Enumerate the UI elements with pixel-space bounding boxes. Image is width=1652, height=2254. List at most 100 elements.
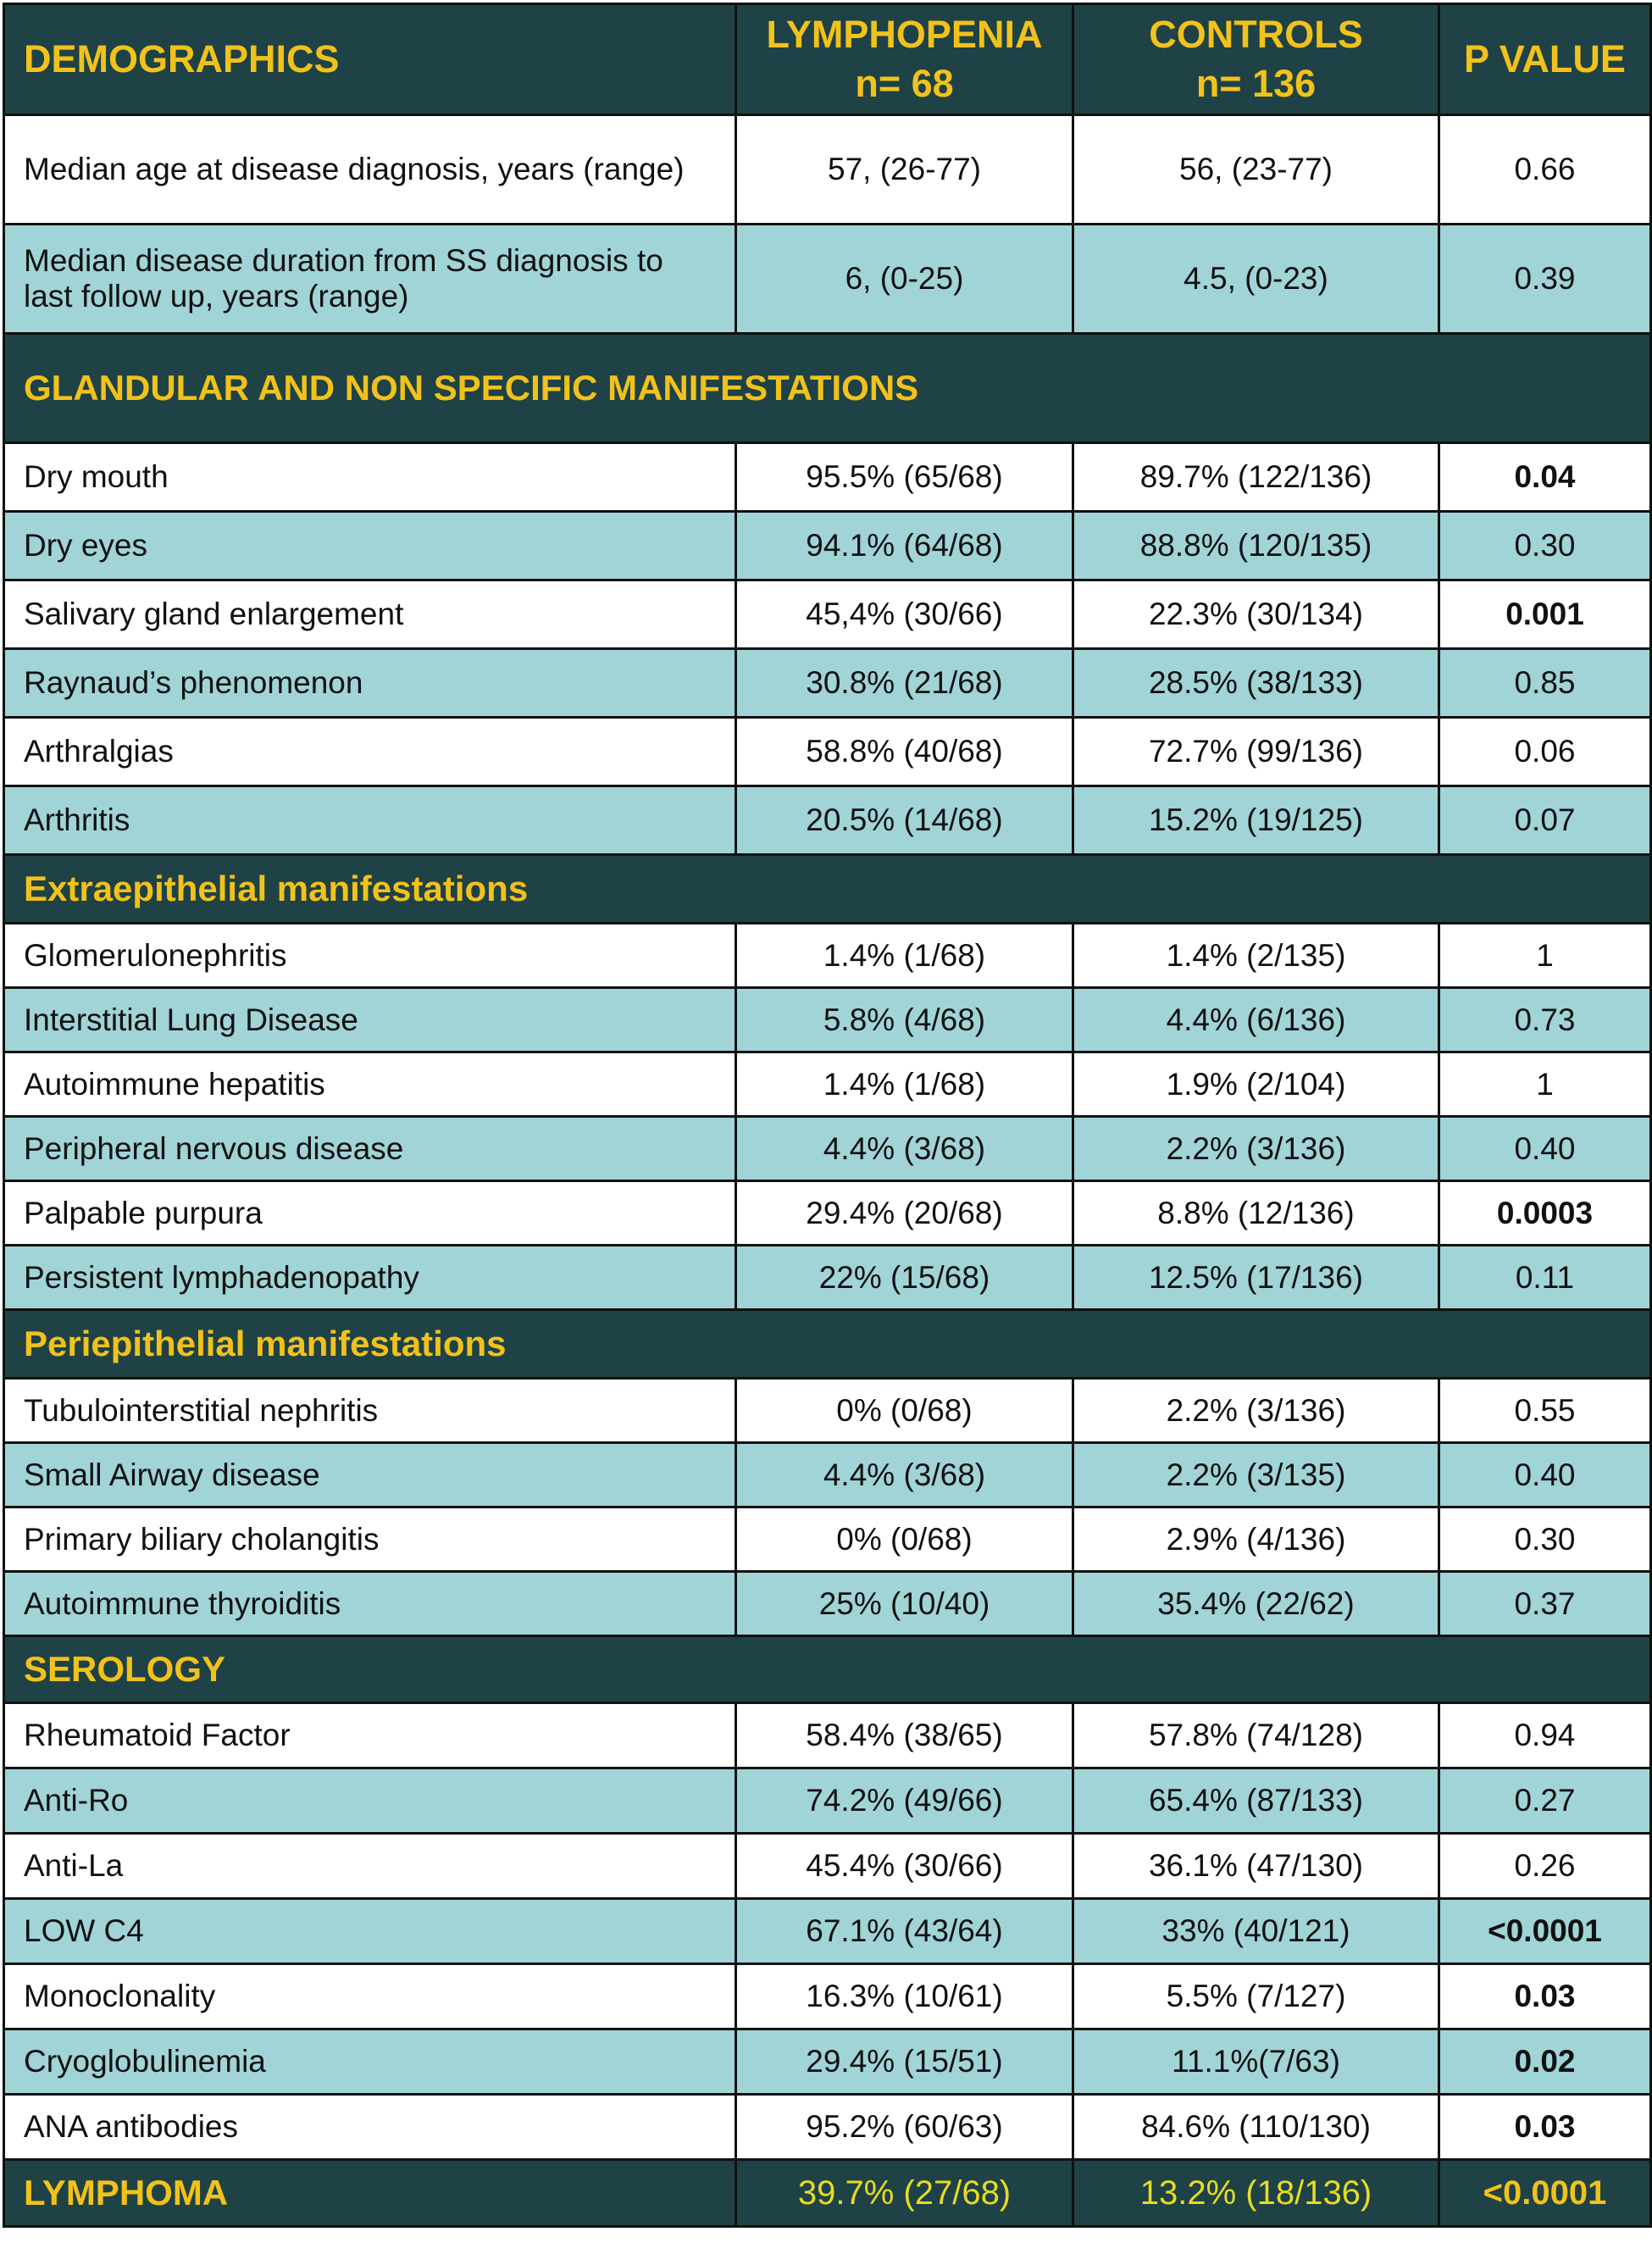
data-row: Dry eyes 94.1% (64/68) 88.8% (120/135) 0.30 [3,510,1652,581]
row-label: Interstitial Lung Disease [3,986,737,1053]
col-name: LYMPHOPENIA [766,12,1043,56]
cell-value: 15.2% (19/125) [1072,785,1440,856]
row-label: Raynaud’s phenomenon [3,647,737,719]
section-row: LYMPHOMA 39.7% (27/68) 13.2% (18/136) <0.00… [3,2158,1652,2228]
cell-value: 2.2% (3/135) [1072,1441,1440,1508]
data-row: Arthritis 20.5% (14/68) 15.2% (19/125) 0.07 [3,785,1652,856]
data-row: Median age at disease diagnosis, years (… [3,114,1652,225]
p-value: 0.03 [1438,1963,1652,2030]
p-value: 0.94 [1438,1702,1652,1769]
cell-value: 28.5% (38/133) [1072,647,1440,719]
row-label: Anti-La [3,1832,737,1900]
data-row: Rheumatoid Factor 58.4% (38/65) 57.8% (74/… [3,1702,1652,1769]
data-row: Peripheral nervous disease 4.4% (3/68) 2.2… [3,1115,1652,1182]
cell-value: 4.4% (3/68) [735,1441,1074,1508]
data-row: Raynaud’s phenomenon 30.8% (21/68) 28.5% (… [3,647,1652,719]
cell-value: 2.9% (4/136) [1072,1506,1440,1573]
row-label: SEROLOGY [3,1635,1652,1704]
p-value: 0.39 [1438,223,1652,335]
row-label: Median age at disease diagnosis, years (… [3,114,737,225]
cell-value: 0% (0/68) [735,1377,1074,1444]
p-value: <0.0001 [1438,1897,1652,1965]
p-value: 0.73 [1438,986,1652,1053]
cell-value: 65.4% (87/133) [1072,1767,1440,1835]
cell-value: 0% (0/68) [735,1506,1074,1573]
data-row: Tubulointerstitial nephritis 0% (0/68) 2.2… [3,1377,1652,1444]
cell-value: 33% (40/121) [1072,1897,1440,1965]
header-col: LYMPHOPENIA n= 68 [735,3,1074,116]
cell-value: 57.8% (74/128) [1072,1702,1440,1769]
cell-value: 1.4% (1/68) [735,1051,1074,1118]
data-row: Interstitial Lung Disease 5.8% (4/68) 4.4%… [3,986,1652,1053]
cell-value: 89.7% (122/136) [1072,441,1440,513]
cell-value: 1.4% (2/135) [1072,922,1440,989]
cell-value: 1.9% (2/104) [1072,1051,1440,1118]
p-value: 0.02 [1438,2028,1652,2096]
cell-value: 29.4% (20/68) [735,1180,1074,1246]
cell-value: 2.2% (3/136) [1072,1115,1440,1182]
cell-value: 25% (10/40) [735,1570,1074,1637]
p-value: 1 [1438,922,1652,989]
cell-value: 29.4% (15/51) [735,2028,1074,2096]
p-value: 0.03 [1438,2093,1652,2161]
p-value: 0.37 [1438,1570,1652,1637]
section-row: Periepithelial manifestations [3,1308,1652,1380]
p-value: 0.001 [1438,579,1652,650]
cell-value: 4.5, (0-23) [1072,223,1440,335]
row-label: Rheumatoid Factor [3,1702,737,1769]
data-row: Autoimmune hepatitis 1.4% (1/68) 1.9% (2/1… [3,1051,1652,1118]
cell-value: 22.3% (30/134) [1072,579,1440,650]
header-col: P VALUE [1438,3,1652,116]
cell-value: 5.5% (7/127) [1072,1963,1440,2030]
data-row: Anti-La 45.4% (30/66) 36.1% (47/130) 0.26 [3,1832,1652,1900]
cell-value: 30.8% (21/68) [735,647,1074,719]
data-row: Palpable purpura 29.4% (20/68) 8.8% (12/13… [3,1180,1652,1246]
data-row: Anti-Ro 74.2% (49/66) 65.4% (87/133) 0.27 [3,1767,1652,1835]
cell-value: 20.5% (14/68) [735,785,1074,856]
p-value: 0.04 [1438,441,1652,513]
cell-value: 58.4% (38/65) [735,1702,1074,1769]
row-label: Persistent lymphadenopathy [3,1244,737,1311]
data-row: Small Airway disease 4.4% (3/68) 2.2% (3/1… [3,1441,1652,1508]
row-label: Anti-Ro [3,1767,737,1835]
cell-value: 6, (0-25) [735,223,1074,335]
row-label: Monoclonality [3,1963,737,2030]
col-n: n= 68 [855,62,954,105]
cell-value: 95.2% (60/63) [735,2093,1074,2161]
section-row: SEROLOGY [3,1635,1652,1704]
cell-value: 22% (15/68) [735,1244,1074,1311]
col-name: P VALUE [1464,36,1626,80]
col-n: n= 136 [1195,62,1317,105]
p-value: 0.27 [1438,1767,1652,1835]
data-row: Cryoglobulinemia 29.4% (15/51) 11.1%(7/63)… [3,2028,1652,2096]
cell-value: 8.8% (12/136) [1072,1180,1440,1246]
cell-value: 2.2% (3/136) [1072,1377,1440,1444]
p-value: 0.06 [1438,716,1652,787]
p-value: 1 [1438,1051,1652,1118]
cell-value: 35.4% (22/62) [1072,1570,1440,1637]
p-value: 0.26 [1438,1832,1652,1900]
data-row: LOW C4 67.1% (43/64) 33% (40/121) <0.0001 [3,1897,1652,1965]
cell-value: 4.4% (3/68) [735,1115,1074,1182]
p-value: 0.11 [1438,1244,1652,1311]
row-label: LYMPHOMA [3,2158,737,2228]
row-label: Small Airway disease [3,1441,737,1508]
cell-value: 1.4% (1/68) [735,922,1074,989]
row-label: Autoimmune thyroiditis [3,1570,737,1637]
results-table: DEMOGRAPHICS LYMPHOPENIA n= 68 CONTROLS n=… [3,3,1652,2228]
p-value: 0.0003 [1438,1180,1652,1246]
data-row: Arthralgias 58.8% (40/68) 72.7% (99/136) 0.… [3,716,1652,787]
p-value: 0.40 [1438,1115,1652,1182]
cell-value: 74.2% (49/66) [735,1767,1074,1835]
cell-value: 94.1% (64/68) [735,510,1074,581]
row-label: LOW C4 [3,1897,737,1965]
row-label: Tubulointerstitial nephritis [3,1377,737,1444]
col-name: CONTROLS [1149,12,1363,56]
cell-value: 67.1% (43/64) [735,1897,1074,1965]
row-label: Peripheral nervous disease [3,1115,737,1182]
row-label: Autoimmune hepatitis [3,1051,737,1118]
row-label: Cryoglobulinemia [3,2028,737,2096]
data-row: Median disease duration from SS diagnosi… [3,223,1652,335]
cell-value: 12.5% (17/136) [1072,1244,1440,1311]
section-row: GLANDULAR AND NON SPECIFIC MANIFESTATION… [3,332,1652,444]
